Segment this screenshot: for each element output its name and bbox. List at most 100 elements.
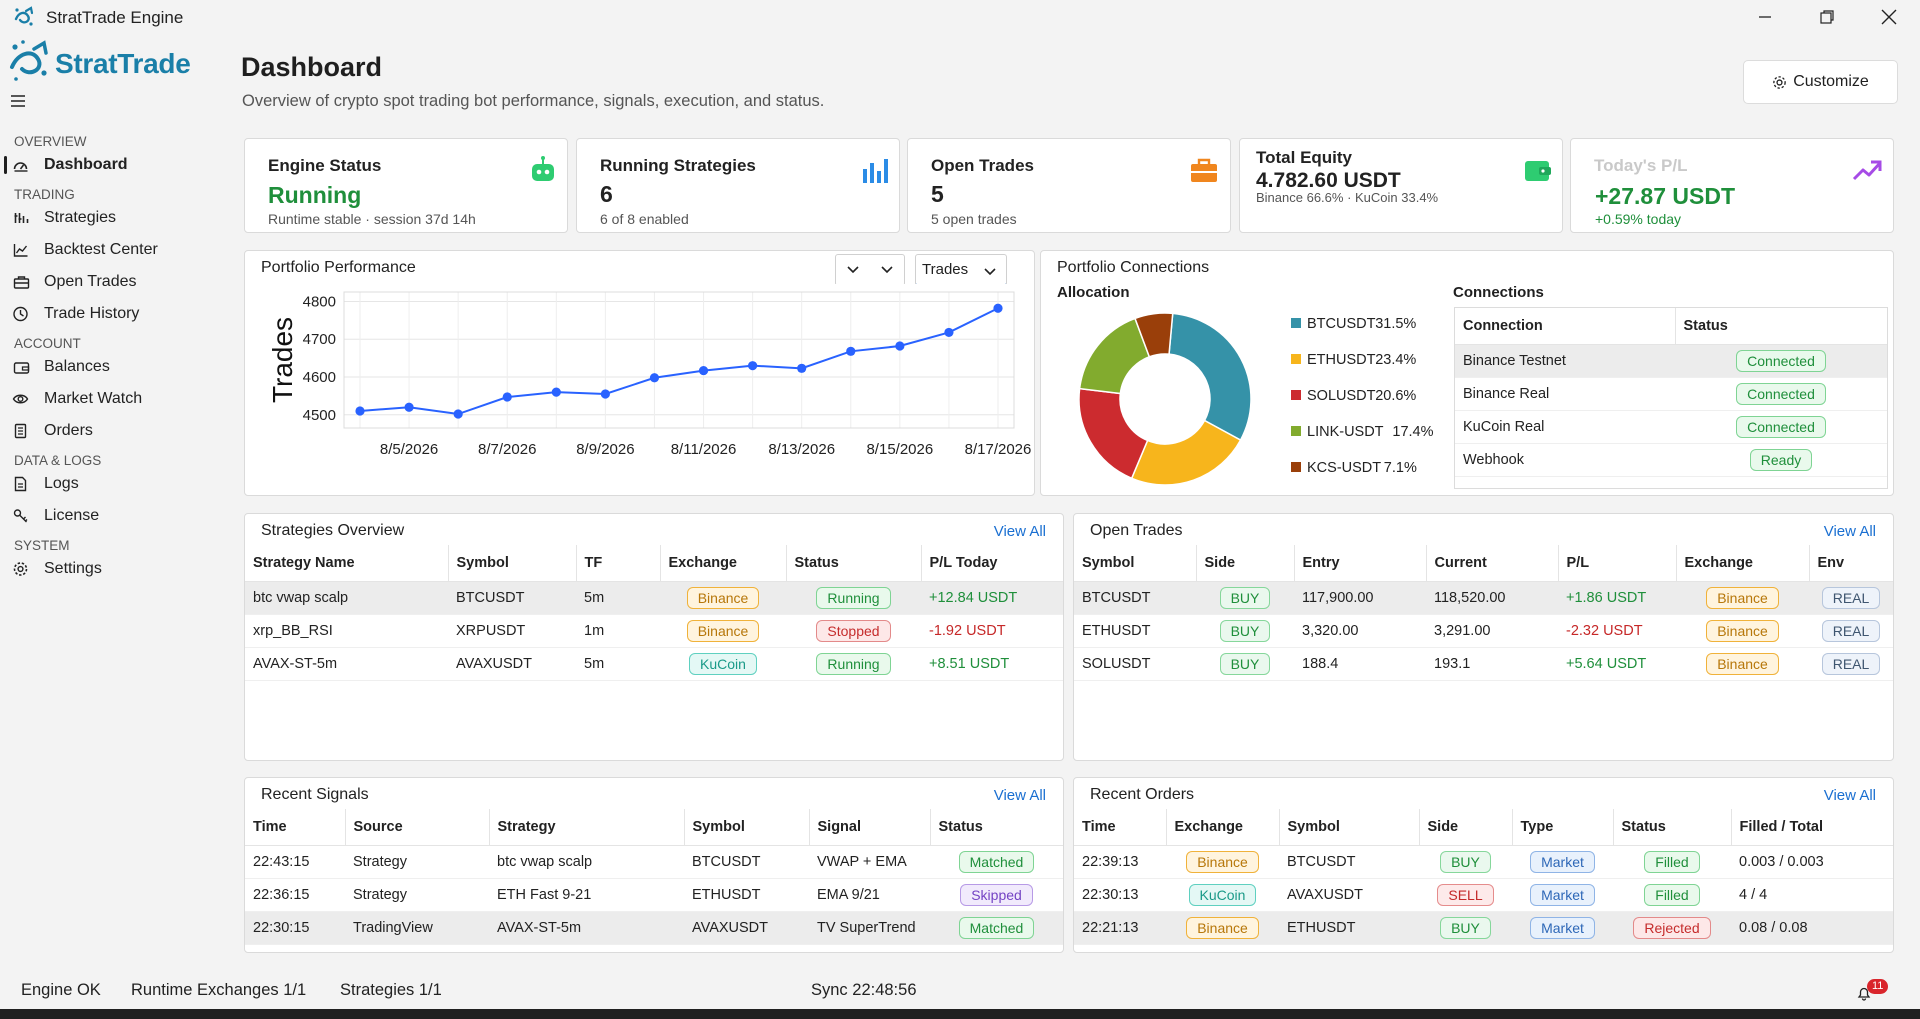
data-point <box>355 406 365 416</box>
status-strategies: Strategies 1/1 <box>340 981 442 999</box>
table-row[interactable]: 22:36:15 Strategy ETH Fast 9-21 ETHUSDT EMA … <box>245 878 1063 912</box>
signals-view-all-link[interactable]: View All <box>993 787 1046 804</box>
sidebar-item-balances[interactable]: Balances <box>0 352 232 382</box>
table-cell: Binance <box>1676 614 1809 648</box>
status-badge: Filled <box>1644 850 1700 873</box>
table-row[interactable]: 22:43:15 Strategy btc vwap scalp BTCUSDT VWA… <box>245 845 1063 879</box>
table-cell: Binance Testnet <box>1455 344 1675 378</box>
sidebar-item-strategies[interactable]: Strategies <box>0 203 232 233</box>
column-header: Signal <box>809 809 931 846</box>
column-header: Time <box>1074 809 1167 846</box>
close-icon <box>1881 9 1897 25</box>
x-tick-label: 8/11/2026 <box>671 441 737 458</box>
env-badge: REAL <box>1821 586 1881 609</box>
table-row[interactable]: Webhook Ready <box>1455 443 1887 477</box>
kpi-value: 5 <box>931 181 944 207</box>
kpi-value: 4.782.60 USDT <box>1256 169 1401 192</box>
sidebar-item-label: License <box>44 507 100 524</box>
table-row[interactable]: BTCUSDT BUY 117,900.00 118,520.00 +1.86 USDT… <box>1074 581 1893 615</box>
kpi-sub: +0.59% today <box>1595 211 1682 227</box>
exchange-badge: Binance <box>686 586 760 609</box>
table-cell: +12.84 USDT <box>921 581 1063 615</box>
table-row[interactable]: 22:21:13 Binance ETHUSDT BUY Market Rejected 0… <box>1074 911 1893 945</box>
side-badge: BUY <box>1440 850 1491 873</box>
hamburger-menu-button[interactable] <box>10 94 30 110</box>
status-badge: Rejected <box>1633 916 1711 939</box>
table-cell: BUY <box>1419 911 1512 945</box>
column-header: Status <box>1675 308 1887 345</box>
key-icon <box>13 509 28 523</box>
data-point <box>698 365 709 376</box>
table-cell: 188.4 <box>1294 647 1426 681</box>
open-trades-table: Symbol Side Entry Current P/L Exchange Env BTC… <box>1074 545 1893 681</box>
table-row[interactable]: Binance Testnet Connected <box>1455 344 1887 378</box>
table-row[interactable]: btc vwap scalp BTCUSDT 5m Binance Running +12… <box>245 581 1063 615</box>
minimize-button[interactable] <box>1734 0 1796 34</box>
sidebar-section-label: ACCOUNT <box>14 336 81 351</box>
exchange-badge: Binance <box>686 619 760 642</box>
sidebar-item-settings[interactable]: Settings <box>0 554 232 584</box>
legend-percent: 31.5% <box>1375 316 1416 332</box>
table-row[interactable]: AVAX-ST-5m AVAXUSDT 5m KuCoin Running +8.51 U… <box>245 647 1063 681</box>
sidebar-item-label: Logs <box>44 475 79 492</box>
table-cell: btc vwap scalp <box>489 845 684 879</box>
table-cell: Filled <box>1613 845 1731 879</box>
table-row[interactable]: 22:30:15 TradingView AVAX-ST-5m AVAXUSDT TV … <box>245 911 1063 945</box>
status-badge: Stopped <box>816 619 891 642</box>
table-row[interactable]: KuCoin Real Connected <box>1455 410 1887 444</box>
chart-line-icon <box>13 244 28 257</box>
notifications-button[interactable]: 11 <box>1856 979 1896 1005</box>
strategies-view-all-link[interactable]: View All <box>993 523 1046 540</box>
table-row[interactable]: 22:30:13 KuCoin AVAXUSDT SELL Market Filled 4 … <box>1074 878 1893 912</box>
sidebar-item-open-trades[interactable]: Open Trades <box>0 267 232 297</box>
data-point <box>797 363 807 373</box>
exchange-badge: Binance <box>1186 916 1259 939</box>
table-row[interactable]: Binance Real Connected <box>1455 377 1887 411</box>
table-cell: AVAXUSDT <box>448 647 576 681</box>
recent-signals-panel: Recent Signals View All Time Source Strate… <box>244 777 1064 953</box>
table-cell: 193.1 <box>1426 647 1558 681</box>
table-cell: ETHUSDT <box>1074 614 1196 648</box>
sidebar-item-license[interactable]: License <box>0 501 232 531</box>
restore-button[interactable] <box>1796 0 1858 34</box>
table-cell: EMA 9/21 <box>809 878 930 912</box>
sidebar-item-market-watch[interactable]: Market Watch <box>0 384 232 414</box>
sidebar-item-orders[interactable]: Orders <box>0 416 232 446</box>
x-tick-label: 8/15/2026 <box>866 441 933 458</box>
kpi-running-strategies: Running Strategies 6 6 of 8 enabled <box>576 138 900 233</box>
table-cell: BTCUSDT <box>1279 845 1419 879</box>
data-point <box>993 303 1003 313</box>
table-cell: ETHUSDT <box>684 878 809 912</box>
table-row[interactable]: ETHUSDT BUY 3,320.00 3,291.00 -2.32 USDT Bina… <box>1074 614 1893 648</box>
orders-view-all-link[interactable]: View All <box>1823 787 1876 804</box>
table-row[interactable]: 22:39:13 Binance BTCUSDT BUY Market Filled 0.0… <box>1074 845 1893 879</box>
kpi-title: Total Equity <box>1256 148 1353 167</box>
table-cell: VWAP + EMA <box>809 845 930 879</box>
column-header: Time <box>245 809 346 846</box>
connection-status-badge: Connected <box>1736 415 1826 438</box>
status-badge: Running <box>816 586 891 609</box>
legend-label: LINK-USDT <box>1307 424 1384 440</box>
table-row[interactable]: xrp_BB_RSI XRPUSDT 1m Binance Stopped -1.92 U… <box>245 614 1063 648</box>
sidebar-item-trade-history[interactable]: Trade History <box>0 299 232 329</box>
column-header: Symbol <box>1074 545 1197 582</box>
sidebar-section-label: SYSTEM <box>14 538 70 553</box>
chart-range-stepper[interactable] <box>835 254 905 286</box>
sidebar-section-label: OVERVIEW <box>14 134 87 149</box>
close-button[interactable] <box>1858 0 1920 34</box>
sidebar-item-dashboard[interactable]: Dashboard <box>0 150 232 180</box>
table-cell: Market <box>1512 911 1613 945</box>
table-cell: Binance <box>1676 647 1809 681</box>
panel-title: Open Trades <box>1090 522 1183 539</box>
table-row[interactable]: SOLUSDT BUY 188.4 193.1 +5.64 USDT Binance REA… <box>1074 647 1893 681</box>
connection-status-badge: Ready <box>1749 448 1813 471</box>
metric-select[interactable]: Trades <box>915 254 1007 286</box>
customize-button[interactable]: Customize <box>1743 60 1898 104</box>
sidebar-item-logs[interactable]: Logs <box>0 469 232 499</box>
gear-icon <box>13 562 28 576</box>
table-cell: Market <box>1512 878 1613 912</box>
env-badge: REAL <box>1821 619 1881 642</box>
open-trades-view-all-link[interactable]: View All <box>1823 523 1876 540</box>
table-cell: Connected <box>1675 377 1887 411</box>
sidebar-item-backtest-center[interactable]: Backtest Center <box>0 235 232 265</box>
